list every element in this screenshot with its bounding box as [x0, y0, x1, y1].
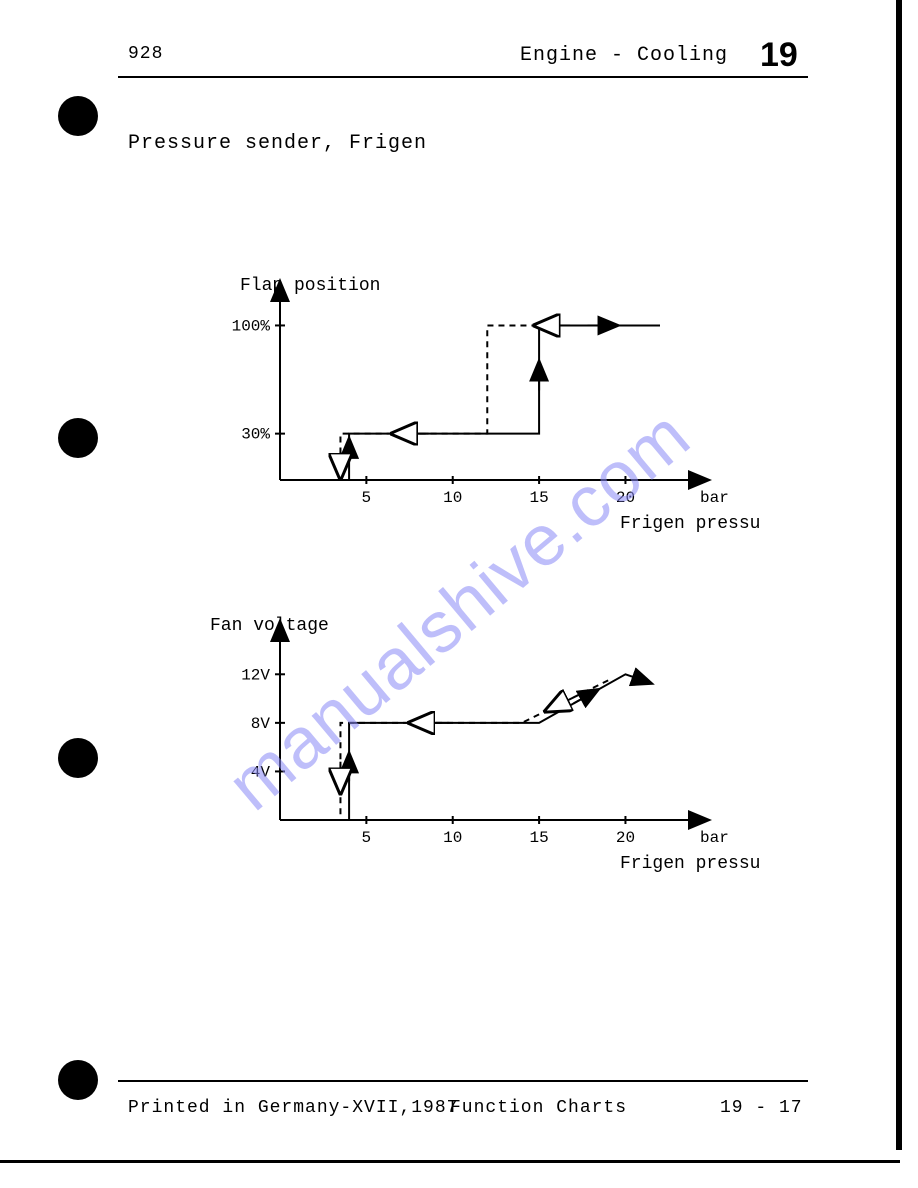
header-chapter: 19	[760, 36, 798, 75]
svg-text:30%: 30%	[241, 426, 270, 444]
svg-text:5: 5	[362, 489, 372, 507]
scan-edge-right	[896, 0, 902, 1150]
page-title: Pressure sender, Frigen	[128, 132, 427, 155]
svg-text:20: 20	[616, 829, 635, 847]
scan-edge-bottom	[0, 1160, 900, 1163]
punch-hole	[58, 418, 98, 458]
svg-text:bar: bar	[700, 489, 729, 507]
footer-rule	[118, 1080, 808, 1082]
flap-position-chart: Flap position 5 10 15 20 30% 100% bar Frigen pr…	[200, 270, 760, 570]
svg-text:20: 20	[616, 489, 635, 507]
footer-left: Printed in Germany-XVII,1987	[128, 1098, 458, 1118]
svg-text:bar: bar	[700, 829, 729, 847]
svg-text:10: 10	[443, 829, 462, 847]
chart1-title: Flap position	[240, 276, 380, 296]
chart2-title: Fan voltage	[210, 616, 329, 636]
svg-text:8V: 8V	[251, 715, 271, 733]
page: 928 Engine - Cooling 19 Pressure sender,…	[0, 0, 918, 1188]
svg-text:15: 15	[529, 829, 548, 847]
svg-text:10: 10	[443, 489, 462, 507]
svg-text:Frigen pressure: Frigen pressure	[620, 514, 760, 534]
punch-hole	[58, 1060, 98, 1100]
header-rule	[118, 76, 808, 78]
chart1-plot: 5 10 15 20 30% 100% bar Frigen pressure	[232, 300, 760, 534]
footer-center: Function Charts	[450, 1098, 627, 1118]
punch-hole	[58, 738, 98, 778]
svg-text:4V: 4V	[251, 763, 271, 781]
svg-text:Frigen pressure: Frigen pressure	[620, 854, 760, 874]
punch-hole	[58, 96, 98, 136]
footer-right: 19 - 17	[720, 1098, 803, 1118]
svg-text:12V: 12V	[241, 666, 270, 684]
svg-text:5: 5	[362, 829, 372, 847]
chart2-plot: 5 10 15 20 4V 8V 12V bar Frigen pressure	[241, 640, 760, 874]
svg-text:15: 15	[529, 489, 548, 507]
svg-text:100%: 100%	[232, 317, 271, 335]
header-model: 928	[128, 44, 163, 64]
header-section: Engine - Cooling	[520, 44, 728, 67]
fan-voltage-chart: Fan voltage 5 10 15 20 4V 8V 12V bar Frigen pres…	[200, 610, 760, 910]
